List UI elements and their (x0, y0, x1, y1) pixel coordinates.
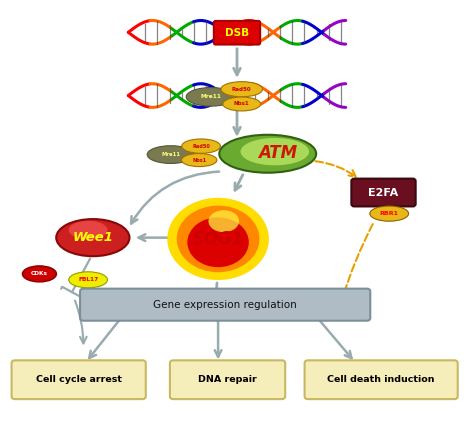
Ellipse shape (187, 217, 249, 267)
Text: Rad50: Rad50 (192, 144, 210, 148)
Text: SOG1: SOG1 (192, 230, 244, 248)
Text: Gene expression regulation: Gene expression regulation (153, 299, 297, 310)
Text: Cell cycle arrest: Cell cycle arrest (36, 375, 122, 384)
Ellipse shape (186, 88, 236, 106)
Text: Nbs1: Nbs1 (192, 157, 206, 162)
Text: CDKs: CDKs (31, 272, 48, 276)
Ellipse shape (22, 266, 56, 282)
FancyBboxPatch shape (170, 360, 285, 399)
Ellipse shape (147, 146, 194, 163)
Ellipse shape (182, 154, 217, 167)
Ellipse shape (209, 210, 239, 232)
FancyBboxPatch shape (214, 21, 260, 44)
Text: Cell death induction: Cell death induction (328, 375, 435, 384)
Text: Wee1: Wee1 (73, 231, 113, 244)
Ellipse shape (240, 138, 309, 165)
Text: Nbs1: Nbs1 (234, 102, 249, 107)
FancyBboxPatch shape (351, 179, 416, 206)
Ellipse shape (182, 139, 220, 153)
Text: Mre11: Mre11 (161, 152, 181, 157)
Ellipse shape (370, 206, 409, 221)
Text: DSB: DSB (225, 28, 249, 38)
FancyBboxPatch shape (80, 288, 370, 321)
Ellipse shape (177, 206, 259, 272)
Text: E2FA: E2FA (368, 187, 399, 198)
Ellipse shape (167, 198, 269, 280)
Text: Rad50: Rad50 (232, 87, 252, 92)
Ellipse shape (56, 219, 129, 256)
Ellipse shape (219, 135, 316, 173)
Ellipse shape (69, 221, 108, 239)
Ellipse shape (221, 82, 263, 97)
Text: Mre11: Mre11 (201, 94, 221, 99)
Text: RBR1: RBR1 (380, 211, 399, 216)
Ellipse shape (223, 97, 261, 111)
Text: FBL17: FBL17 (78, 277, 98, 282)
Text: ATM: ATM (257, 144, 297, 162)
FancyBboxPatch shape (305, 360, 458, 399)
Text: DNA repair: DNA repair (198, 375, 257, 384)
Ellipse shape (69, 272, 108, 288)
FancyBboxPatch shape (11, 360, 146, 399)
